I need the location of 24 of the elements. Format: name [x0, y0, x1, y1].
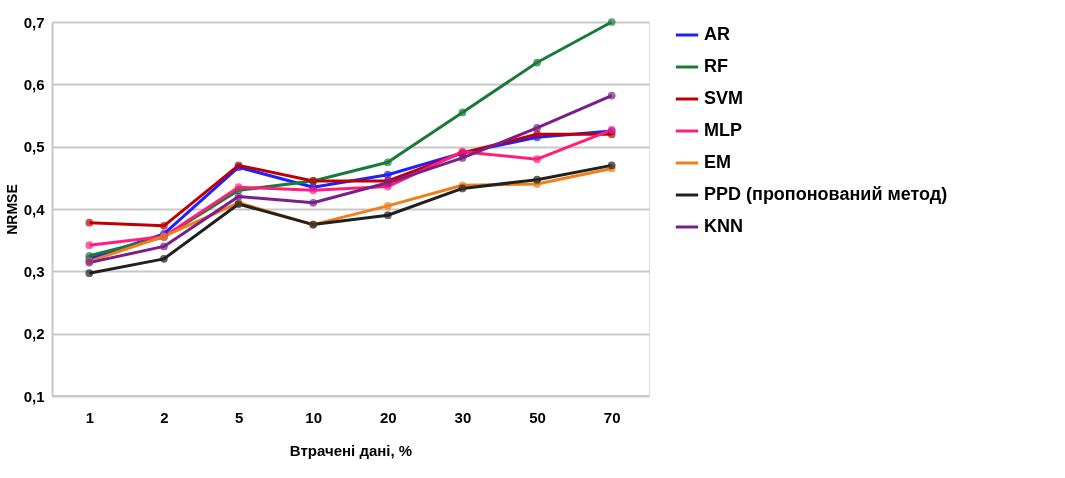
x-tick-label: 10 — [305, 408, 323, 426]
x-tick-label: 30 — [454, 408, 472, 426]
y-tick-label: 0,1 — [23, 387, 45, 405]
x-tick-label: 1 — [85, 408, 94, 426]
x-tick-label: 5 — [234, 408, 244, 426]
y-tick-label: 0,4 — [23, 200, 46, 218]
y-tick-label: 0,5 — [23, 138, 45, 156]
y-tick-label: 0,6 — [23, 75, 45, 93]
y-axis-title: NRMSE — [3, 184, 20, 235]
y-tick-label: 0,2 — [23, 325, 45, 343]
legend-label: MLP — [704, 120, 742, 140]
x-axis-title: Втрачені дані, % — [289, 441, 413, 459]
legend-label: EM — [704, 152, 731, 172]
x-tick-label: 50 — [529, 408, 546, 426]
legend-label: PPD (пропонований метод) — [704, 184, 948, 204]
y-tick-label: 0,7 — [23, 13, 45, 31]
legend-label: KNN — [704, 216, 743, 236]
legend-label: SVM — [704, 88, 744, 108]
legend-label: AR — [704, 24, 730, 44]
legend-label: RF — [704, 56, 728, 76]
y-tick-label: 0,3 — [23, 262, 45, 280]
x-tick-label: 2 — [160, 408, 169, 426]
x-tick-label: 70 — [603, 408, 621, 426]
x-tick-label: 20 — [379, 408, 397, 426]
